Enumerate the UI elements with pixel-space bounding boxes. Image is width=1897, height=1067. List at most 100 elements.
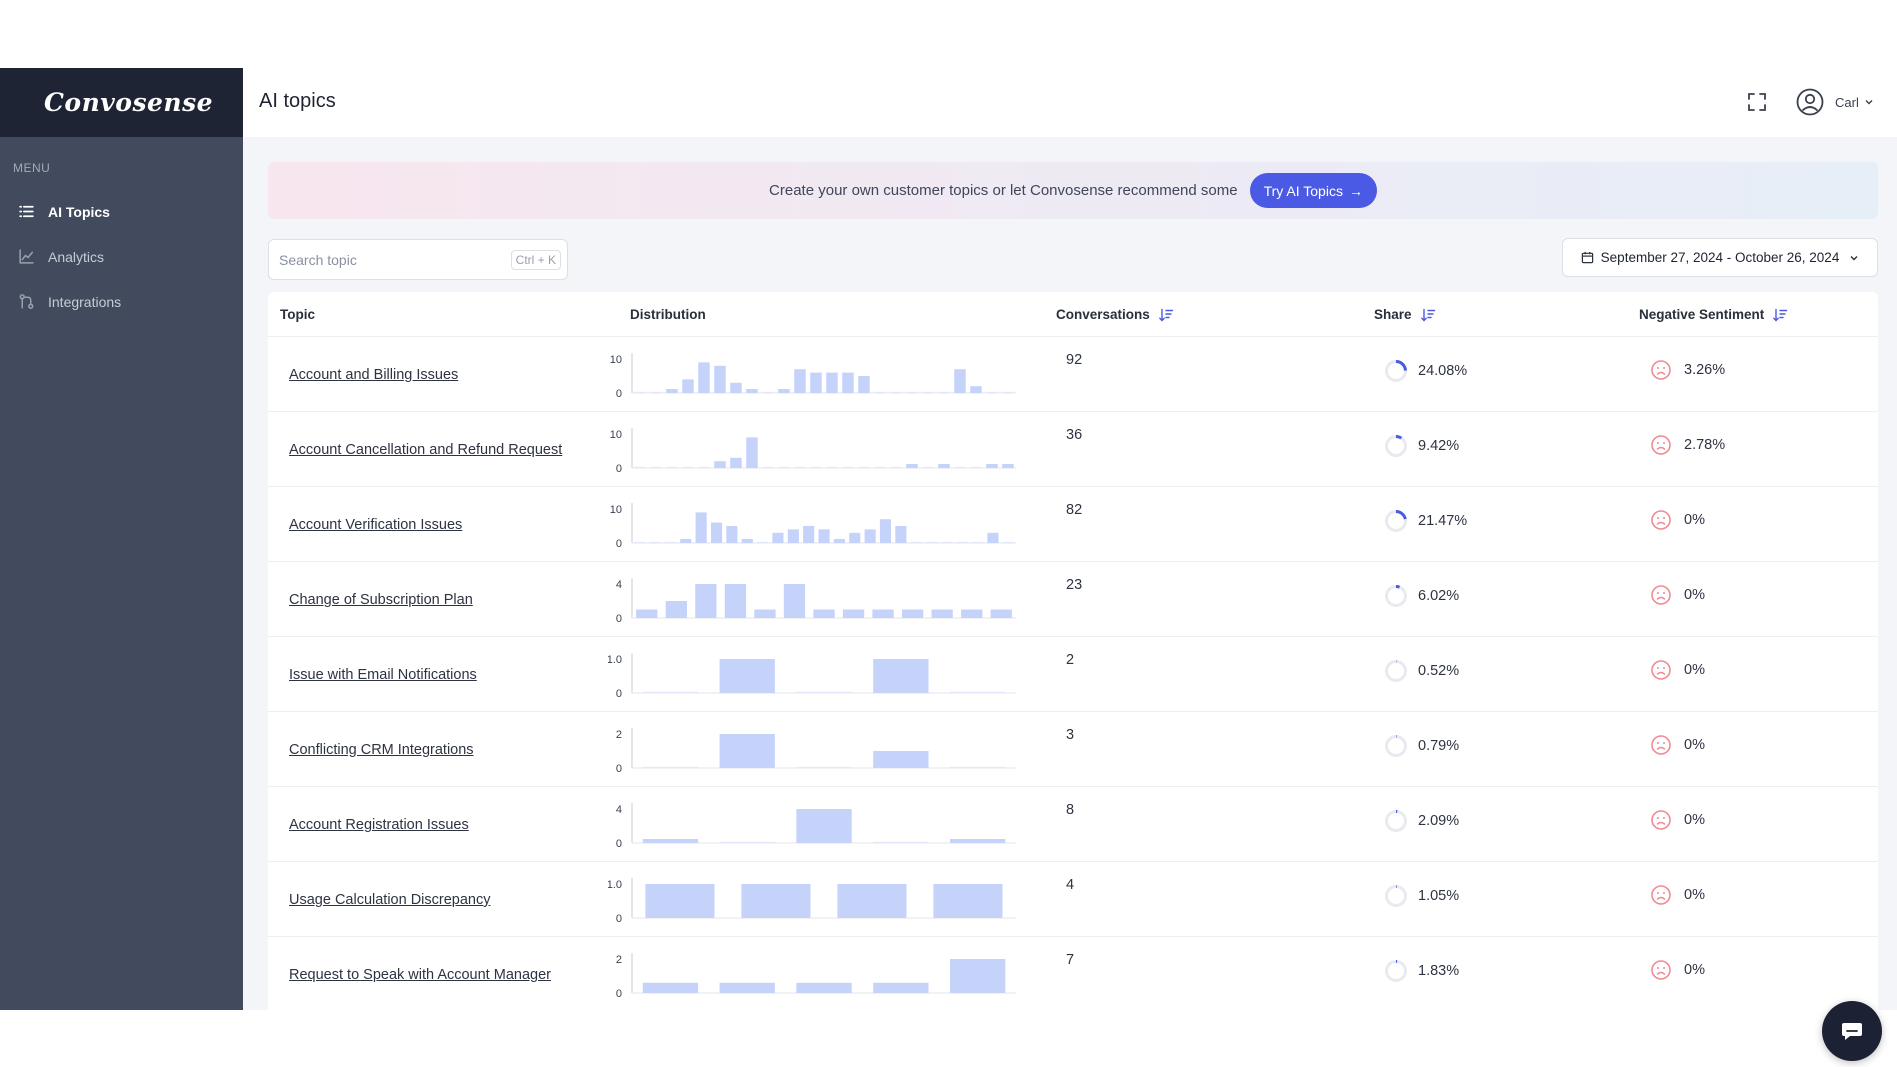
distribution-bar [986, 391, 998, 393]
try-ai-topics-button[interactable]: Try AI Topics → [1249, 173, 1377, 208]
distribution-bar [741, 539, 753, 543]
share-value: 1.05% [1418, 888, 1460, 904]
share-progress-ring [1385, 435, 1407, 457]
share-progress-ring [1385, 885, 1407, 907]
share-cell: 24.08% [1384, 359, 1467, 383]
sidebar-item-analytics[interactable]: Analytics [0, 234, 243, 279]
tick-label: 2 [616, 954, 622, 966]
distribution-bar [741, 884, 811, 918]
share-ring-fill [1385, 960, 1407, 982]
distribution-bar [724, 584, 747, 618]
share-value: 24.08% [1418, 363, 1468, 379]
topic-link[interactable]: Change of Subscription Plan [289, 592, 473, 608]
distribution-chart: 10 0 [610, 428, 1016, 475]
distribution-bar [664, 541, 676, 543]
distribution-bar [931, 609, 953, 618]
share-cell: 1.83% [1384, 959, 1459, 983]
distribution-bar [682, 466, 694, 468]
distribution-chart: 20 [616, 953, 1016, 1000]
table-row: Issue with Email Notifications 1.0 0 2 0.52%… [268, 637, 1878, 712]
tick-label: 1.0 [608, 654, 622, 666]
tick-label: 1.0 [608, 879, 622, 891]
distribution-bar [1002, 391, 1014, 393]
column-header-topic: Topic [280, 307, 315, 322]
share-cell: 6.02% [1384, 584, 1459, 608]
tick-label: 0 [616, 463, 622, 475]
negative-sentiment-cell: 0% [1650, 584, 1705, 606]
negative-sentiment-cell: 0% [1650, 809, 1705, 831]
distribution-bar [826, 466, 838, 468]
table-row: Request to Speak with Account Manager 2 0 7… [268, 937, 1878, 1010]
distribution-bar [636, 609, 658, 618]
share-value: 1.83% [1418, 963, 1460, 979]
distribution-bar [950, 959, 1006, 993]
negative-sentiment-value: 3.26% [1684, 362, 1726, 378]
search-input[interactable] [279, 251, 511, 268]
distribution-bar [842, 372, 854, 393]
sidebar-item-integrations[interactable]: Integrations [0, 279, 243, 324]
topic-link[interactable]: Conflicting CRM Integrations [289, 742, 474, 758]
distribution-bar [970, 386, 982, 393]
share-ring-fill [1385, 810, 1407, 832]
topic-link[interactable]: Account and Billing Issues [289, 367, 459, 383]
topic-link[interactable]: Usage Calculation Discrepancy [289, 892, 491, 908]
fullscreen-icon[interactable] [1745, 90, 1769, 114]
conversations-count: 2 [1066, 652, 1075, 668]
distribution-bar [890, 391, 902, 393]
share-ring-track [1385, 735, 1407, 757]
distribution-bar [933, 884, 1003, 918]
sort-icon[interactable] [1772, 307, 1788, 323]
distribution-bar [972, 541, 984, 543]
tick-label: 0 [616, 688, 622, 700]
distribution-bar [642, 982, 699, 993]
sidebar-item-ai-topics[interactable]: AI Topics [0, 189, 243, 234]
distribution-bar [922, 466, 934, 468]
topic-link[interactable]: Request to Speak with Account Manager [289, 967, 551, 983]
tick-label: 0 [616, 913, 622, 925]
share-progress-ring [1385, 585, 1407, 607]
distribution-bar [902, 609, 924, 618]
distribution-bar [873, 841, 929, 843]
date-range-picker[interactable]: September 27, 2024 - October 26, 2024 [1562, 238, 1878, 277]
distribution-bar [1002, 464, 1014, 468]
distribution-bar [906, 464, 918, 468]
distribution-bar [695, 584, 717, 618]
tick-label: 0 [616, 613, 622, 625]
distribution-bar [874, 466, 886, 468]
distribution-bar [634, 391, 646, 393]
distribution-bar [642, 766, 699, 768]
sort-icon[interactable] [1420, 307, 1436, 323]
logo[interactable]: Convosense [0, 68, 243, 137]
conversations-count: 92 [1066, 352, 1083, 368]
list-icon [19, 205, 34, 218]
distribution-chart: 1.00 [608, 878, 1016, 925]
sad-face-icon [1651, 960, 1671, 980]
conversations-count: 23 [1066, 577, 1083, 593]
negative-sentiment-value: 0% [1684, 737, 1705, 753]
distribution-bar [961, 609, 983, 618]
share-progress-ring [1385, 735, 1407, 757]
integrations-icon [19, 294, 34, 309]
topic-link[interactable]: Issue with Email Notifications [289, 667, 477, 683]
distribution-chart: 10 0 [610, 503, 1016, 550]
user-menu[interactable]: Carl [1795, 87, 1874, 117]
sidebar: Convosense MENU AI Topics Analytics Inte… [0, 68, 243, 1010]
distribution-bar [842, 466, 854, 468]
topic-link[interactable]: Account Verification Issues [289, 517, 463, 533]
distribution-bar [890, 466, 902, 468]
menu-label: MENU [13, 161, 51, 175]
chat-button[interactable] [1822, 1001, 1882, 1061]
topic-link[interactable]: Account Cancellation and Refund Request [289, 442, 563, 458]
distribution-bar [730, 382, 742, 393]
distribution-bar [813, 609, 835, 618]
conversations-count: 8 [1066, 802, 1075, 818]
share-ring-fill [1385, 360, 1407, 382]
topic-link[interactable]: Account Registration Issues [289, 817, 469, 833]
distribution-bar [719, 841, 775, 843]
distribution-bar [954, 466, 966, 468]
share-value: 2.09% [1418, 813, 1460, 829]
chevron-down-icon [1850, 255, 1858, 260]
sort-icon[interactable] [1158, 307, 1174, 323]
tick-label: 10 [610, 504, 622, 516]
distribution-bar [986, 464, 998, 468]
